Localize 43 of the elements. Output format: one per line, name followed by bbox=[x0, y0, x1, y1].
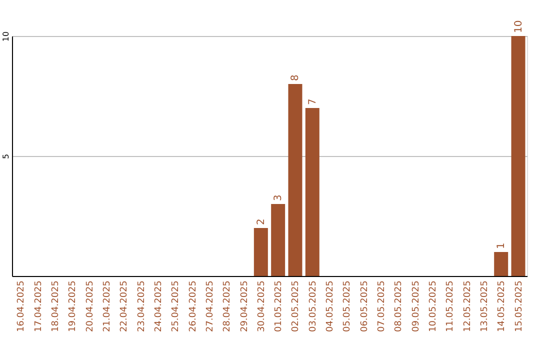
bar bbox=[288, 84, 302, 276]
x-tick-label: 16.04.2025 bbox=[16, 280, 27, 332]
x-tick-label: 19.04.2025 bbox=[68, 280, 78, 332]
x-tick-label: 14.05.2025 bbox=[497, 280, 508, 332]
x-tick-label: 21.04.2025 bbox=[102, 280, 113, 332]
x-tick-label: 20.04.2025 bbox=[85, 280, 96, 332]
x-tick-label: 17.04.2025 bbox=[34, 280, 44, 332]
x-tick-label: 29.04.2025 bbox=[240, 280, 250, 332]
bar bbox=[305, 108, 320, 276]
x-tick-label: 05.05.2025 bbox=[342, 280, 353, 332]
x-tick-label: 25.04.2025 bbox=[171, 280, 182, 332]
x-tick-label: 12.05.2025 bbox=[462, 280, 473, 332]
bar bbox=[254, 228, 268, 276]
y-tick-label: 5 bbox=[2, 154, 10, 160]
x-tick-label: 26.04.2025 bbox=[188, 280, 198, 332]
data-label: 1 bbox=[496, 242, 508, 249]
data-label: 8 bbox=[290, 74, 302, 81]
x-tick-label: 03.05.2025 bbox=[308, 280, 318, 332]
x-tick-label: 15.05.2025 bbox=[514, 280, 524, 332]
bar bbox=[271, 204, 286, 276]
x-tick-label: 09.05.2025 bbox=[411, 280, 422, 332]
data-label: 7 bbox=[307, 98, 318, 105]
x-tick-label: 08.05.2025 bbox=[394, 280, 404, 332]
x-tick-label: 02.05.2025 bbox=[291, 280, 302, 332]
bar bbox=[494, 252, 508, 276]
data-label: 3 bbox=[273, 194, 284, 201]
x-tick-label: 24.04.2025 bbox=[154, 280, 164, 332]
x-tick-label: 11.05.2025 bbox=[446, 280, 456, 332]
x-tick-label: 01.05.2025 bbox=[274, 280, 284, 332]
x-tick-label: 13.05.2025 bbox=[480, 280, 490, 332]
data-label: 10 bbox=[513, 20, 524, 33]
x-tick-label: 22.04.2025 bbox=[120, 280, 130, 332]
x-tick-label: 27.04.2025 bbox=[205, 280, 216, 332]
x-tick-label: 30.04.2025 bbox=[256, 280, 267, 332]
x-tick-label: 10.05.2025 bbox=[428, 280, 438, 332]
bar bbox=[511, 36, 526, 276]
x-tick-label: 04.05.2025 bbox=[326, 280, 336, 332]
x-tick-label: 28.04.2025 bbox=[222, 280, 233, 332]
data-label: 2 bbox=[256, 218, 267, 225]
x-tick-label: 06.05.2025 bbox=[360, 280, 370, 332]
x-tick-label: 18.04.2025 bbox=[51, 280, 62, 332]
x-tick-label: 23.04.2025 bbox=[136, 280, 147, 332]
x-tick-label: 07.05.2025 bbox=[377, 280, 388, 332]
